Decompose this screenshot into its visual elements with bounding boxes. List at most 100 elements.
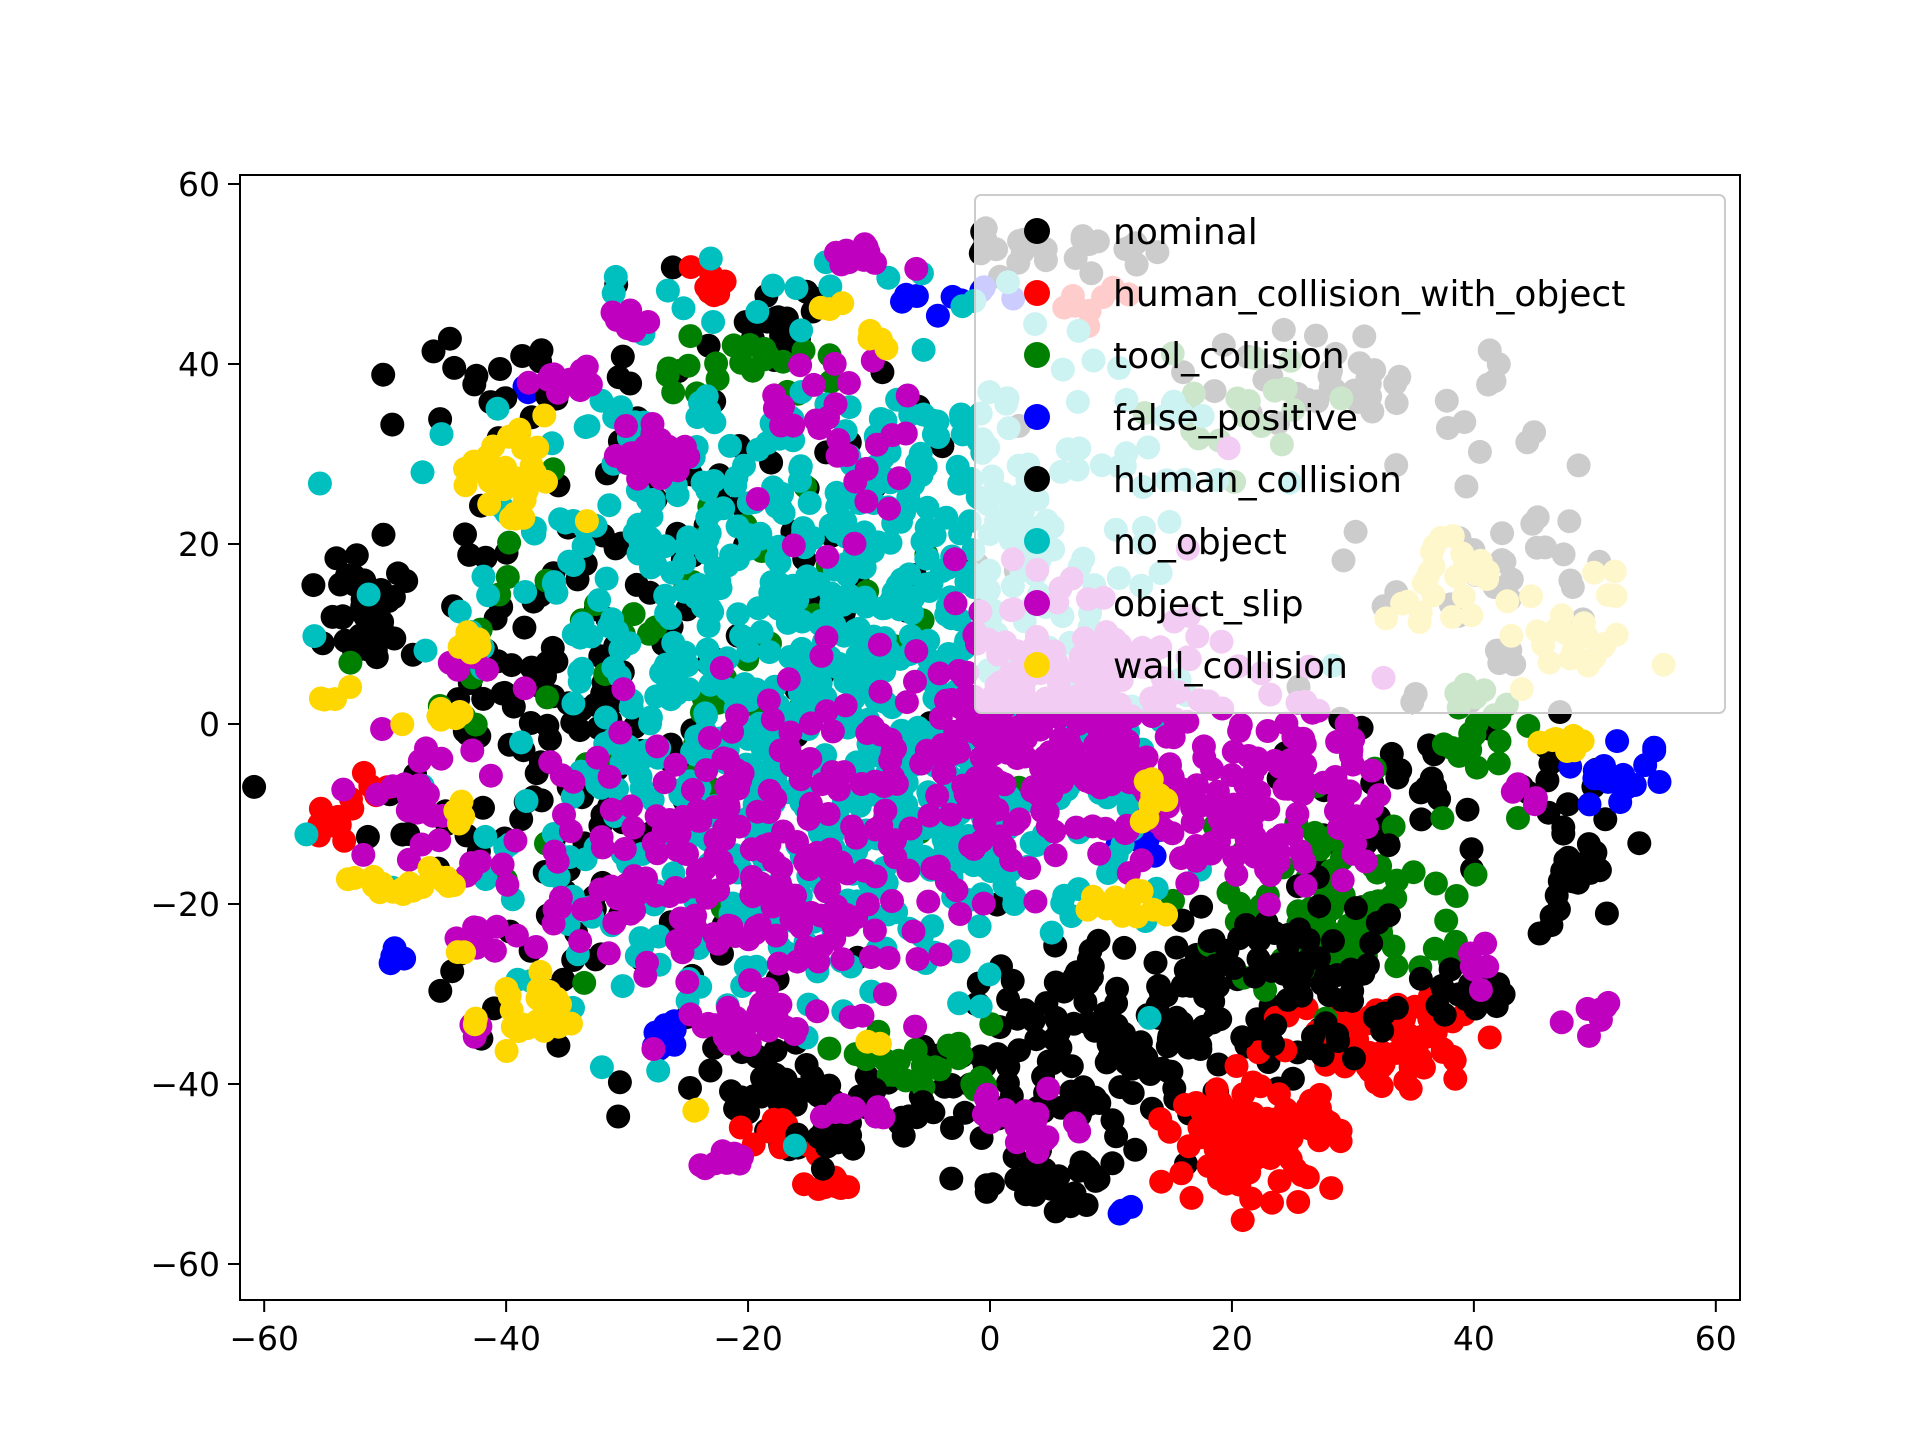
scatter-point — [1430, 1037, 1455, 1062]
scatter-point — [1487, 729, 1512, 754]
scatter-point — [544, 580, 569, 605]
scatter-point — [421, 339, 446, 364]
scatter-point — [1381, 934, 1406, 959]
scatter-point — [1279, 822, 1304, 847]
scatter-point — [1310, 1043, 1335, 1068]
scatter-point — [1343, 896, 1368, 921]
scatter-point — [909, 751, 934, 776]
scatter-point — [514, 789, 539, 813]
scatter-point — [1125, 904, 1149, 929]
scatter-point — [1044, 1025, 1069, 1050]
scatter-point — [904, 256, 929, 281]
scatter-point — [1154, 902, 1179, 927]
scatter-point — [678, 255, 703, 280]
scatter-point — [1159, 1059, 1184, 1084]
scatter-point — [384, 944, 409, 969]
scatter-point — [1012, 744, 1037, 769]
scatter-point — [1093, 816, 1118, 841]
scatter-point — [476, 583, 501, 608]
scatter-point — [872, 982, 897, 1007]
legend-item: human_collision — [1024, 460, 1402, 501]
scatter-point — [428, 978, 453, 1003]
scatter-point — [1506, 806, 1530, 830]
scatter-point — [597, 493, 622, 518]
scatter-point — [1642, 738, 1667, 763]
scatter-point — [676, 525, 701, 550]
scatter-point — [672, 579, 697, 604]
scatter-point — [1228, 713, 1253, 737]
scatter-point — [626, 541, 651, 566]
scatter-point — [307, 471, 332, 496]
scatter-point — [535, 713, 560, 738]
scatter-point — [898, 402, 923, 427]
scatter-point — [622, 441, 647, 466]
scatter-point — [652, 770, 677, 795]
scatter-point — [1527, 730, 1552, 755]
scatter-point — [996, 987, 1021, 1012]
scatter-point — [528, 959, 553, 984]
scatter-point — [574, 509, 599, 534]
scatter-point — [351, 760, 376, 785]
scatter-point — [943, 591, 968, 616]
scatter-point — [1120, 1081, 1145, 1105]
scatter-point — [447, 599, 472, 624]
scatter-point — [390, 822, 415, 847]
scatter-point — [504, 466, 528, 491]
scatter-point — [862, 918, 887, 943]
scatter-point — [503, 828, 528, 853]
scatter-point — [594, 566, 619, 591]
scatter-point — [1148, 1107, 1173, 1132]
scatter-point — [726, 547, 750, 572]
scatter-point — [819, 850, 843, 875]
scatter-point — [778, 645, 802, 669]
scatter-point — [380, 412, 405, 437]
legend-marker — [1024, 280, 1050, 306]
scatter-point — [1059, 1054, 1084, 1079]
scatter-point — [361, 874, 386, 898]
scatter-point — [1137, 1005, 1162, 1030]
scatter-point — [1292, 732, 1317, 757]
scatter-point — [757, 640, 782, 665]
scatter-point — [747, 913, 772, 938]
scatter-point — [571, 534, 596, 559]
scatter-point — [1073, 990, 1098, 1014]
scatter-point — [1500, 779, 1525, 804]
scatter-point — [766, 571, 791, 596]
scatter-point — [806, 949, 831, 974]
scatter-point — [946, 939, 971, 964]
scatter-point — [1556, 792, 1580, 817]
scatter-point — [1459, 837, 1484, 862]
scatter-point — [471, 564, 496, 589]
scatter-point — [1238, 1132, 1262, 1157]
legend: nominal human_collision_with_object tool_c… — [974, 194, 1726, 714]
scatter-point — [938, 802, 963, 827]
y-tick-label: −60 — [150, 1245, 220, 1284]
scatter-point — [1019, 1119, 1044, 1144]
scatter-point — [1140, 783, 1165, 808]
legend-item: wall_collision — [1024, 646, 1348, 687]
scatter-point — [621, 602, 646, 627]
scatter-point — [1017, 856, 1042, 881]
scatter-point — [1129, 848, 1154, 873]
scatter-point — [1577, 847, 1602, 872]
scatter-point — [371, 522, 396, 547]
scatter-point — [1161, 725, 1186, 750]
scatter-point — [1393, 1069, 1418, 1093]
scatter-point — [638, 711, 663, 736]
scatter-point — [829, 252, 854, 277]
scatter-point — [370, 609, 395, 634]
scatter-point — [665, 928, 689, 953]
scatter-point — [698, 672, 723, 697]
scatter-point — [810, 1156, 835, 1181]
scatter-point — [975, 1082, 1000, 1107]
scatter-point — [524, 935, 548, 959]
scatter-point — [512, 676, 537, 701]
legend-marker — [1024, 590, 1050, 616]
scatter-point — [809, 1083, 834, 1108]
scatter-point — [490, 681, 515, 706]
scatter-point — [977, 962, 1002, 987]
scatter-point — [619, 794, 643, 819]
scatter-point — [904, 639, 929, 664]
scatter-point — [1023, 889, 1048, 914]
scatter-point — [728, 768, 753, 793]
